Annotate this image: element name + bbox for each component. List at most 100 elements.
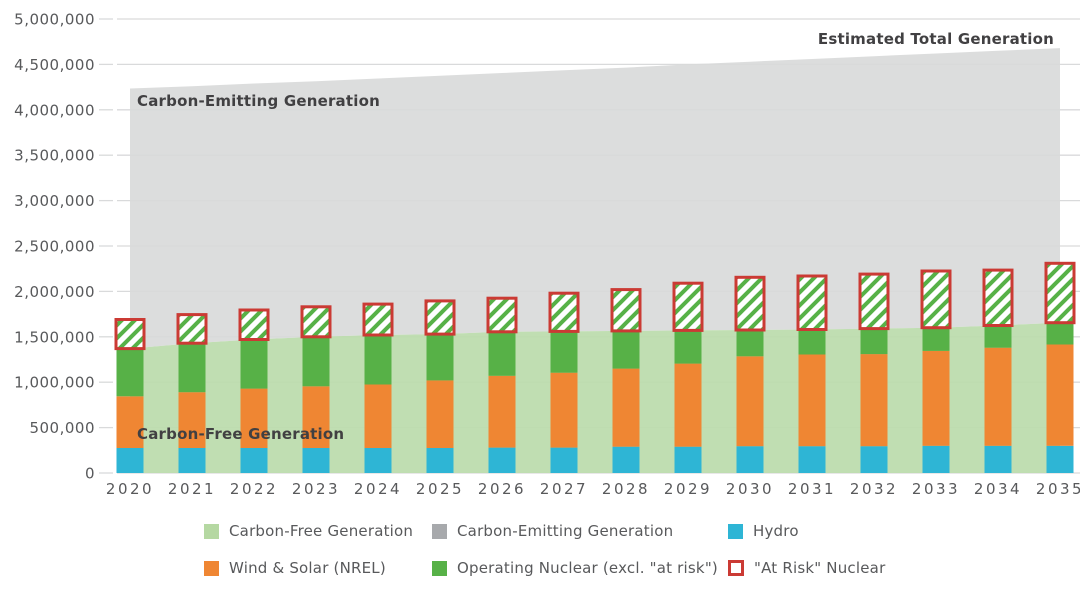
legend-item-hydro: Hydro — [728, 522, 799, 540]
y-axis-tick-label: 1,500,000 — [14, 328, 95, 346]
x-axis-year-label: 2022 — [230, 480, 278, 498]
bar-operating_nuclear-2025 — [426, 334, 454, 381]
y-axis-tick-label: 0 — [85, 465, 95, 483]
legend-item-wind-solar: Wind & Solar (NREL) — [204, 559, 386, 577]
legend-label: Hydro — [753, 522, 799, 540]
x-axis-year-label: 2034 — [974, 480, 1022, 498]
bar-hydro-2023 — [302, 448, 330, 473]
bar-group-2025 — [424, 299, 456, 473]
legend-item-at-risk-nuclear: "At Risk" Nuclear — [728, 559, 886, 577]
bar-wind_solar-2026 — [488, 375, 516, 448]
x-axis-year-label: 2031 — [788, 480, 836, 498]
bar-group-2031 — [796, 274, 828, 473]
at-risk-nuclear-box-2020 — [114, 318, 146, 351]
bar-operating_nuclear-2023 — [302, 336, 330, 387]
legend-label: Carbon-Emitting Generation — [457, 522, 674, 540]
carbon-free-area — [130, 322, 1060, 473]
x-axis-year-label: 2035 — [1036, 480, 1080, 498]
bar-group-2029 — [672, 281, 704, 473]
bar-group-2020 — [114, 318, 146, 473]
carbon-free-area-label: Carbon-Free Generation — [137, 425, 345, 443]
legend-label: Wind & Solar (NREL) — [229, 559, 386, 577]
x-axis-year-label: 2024 — [354, 480, 402, 498]
carbon-emitting-swatch — [432, 523, 447, 539]
bar-group-2033 — [920, 269, 952, 473]
legend-item-operating-nuclear: Operating Nuclear (excl. "at risk") — [432, 559, 718, 577]
bar-wind_solar-2023 — [302, 386, 330, 448]
x-axis-year-label: 2025 — [416, 480, 464, 498]
bar-hydro-2022 — [240, 448, 268, 473]
legend-item-carbon-free: Carbon-Free Generation — [204, 522, 414, 540]
at-risk-nuclear-box-2021 — [176, 313, 208, 345]
bar-operating_nuclear-2022 — [240, 339, 268, 389]
at-risk-nuclear-box-2022 — [238, 308, 270, 341]
x-axis-labels: 2020 2021 2022 2023 2024 2025 2026 2027 2028 2029… — [106, 480, 1080, 498]
bar-wind_solar-2024 — [364, 384, 392, 448]
at-risk-nuclear-box-2029 — [672, 281, 704, 332]
bar-group-2024 — [362, 302, 394, 473]
bar-wind_solar-2027 — [550, 372, 578, 448]
bar-hydro-2027 — [550, 447, 578, 473]
generation-chart-svg: 0 500,000 1,000,000 1,500,000 2,000,000 2,500… — [14, 11, 1080, 498]
operating-nuclear-swatch — [432, 560, 447, 576]
bar-group-2026 — [486, 296, 518, 473]
bar-hydro-2034 — [984, 445, 1012, 473]
at-risk-nuclear-box-2023 — [300, 305, 332, 339]
bar-operating_nuclear-2035 — [1046, 322, 1074, 345]
x-axis-year-label: 2029 — [664, 480, 712, 498]
x-axis-year-label: 2032 — [850, 480, 898, 498]
bar-hydro-2035 — [1046, 445, 1074, 473]
bar-hydro-2032 — [860, 446, 888, 473]
bar-hydro-2020 — [116, 448, 144, 473]
carbon-emitting-area — [130, 48, 1060, 349]
bar-operating_nuclear-2033 — [922, 327, 950, 351]
bar-wind_solar-2028 — [612, 368, 640, 447]
x-axis-year-label: 2026 — [478, 480, 526, 498]
bar-group-2023 — [300, 305, 332, 473]
x-axis-year-label: 2020 — [106, 480, 154, 498]
bar-group-2030 — [734, 275, 766, 473]
bar-group-2034 — [982, 268, 1014, 473]
bar-operating_nuclear-2026 — [488, 331, 516, 376]
at-risk-nuclear-box-2033 — [920, 269, 952, 330]
bar-hydro-2030 — [736, 446, 764, 473]
bar-wind_solar-2029 — [674, 363, 702, 447]
bar-operating_nuclear-2024 — [364, 335, 392, 385]
bar-wind_solar-2035 — [1046, 344, 1074, 446]
bar-operating_nuclear-2031 — [798, 329, 826, 355]
bar-wind_solar-2030 — [736, 356, 764, 447]
x-axis-year-label: 2023 — [292, 480, 340, 498]
y-axis-tick-label: 4,500,000 — [14, 56, 95, 74]
y-axis-tick-label: 500,000 — [29, 419, 95, 437]
y-axis-tick-label: 1,000,000 — [14, 374, 95, 392]
bar-operating_nuclear-2034 — [984, 325, 1012, 348]
bar-wind_solar-2025 — [426, 380, 454, 448]
bar-operating_nuclear-2032 — [860, 328, 888, 355]
bar-group-2021 — [176, 313, 208, 473]
bar-group-2027 — [548, 291, 580, 473]
bar-operating_nuclear-2028 — [612, 330, 640, 369]
y-axis-labels: 0 500,000 1,000,000 1,500,000 2,000,000 2,500… — [14, 11, 95, 483]
bar-operating_nuclear-2021 — [178, 343, 206, 393]
at-risk-nuclear-box-2031 — [796, 274, 828, 331]
bar-operating_nuclear-2029 — [674, 330, 702, 364]
at-risk-nuclear-box-2032 — [858, 272, 890, 331]
hydro-swatch — [728, 523, 743, 539]
at-risk-nuclear-box-2027 — [548, 291, 580, 333]
bar-operating_nuclear-2030 — [736, 330, 764, 357]
bar-wind_solar-2032 — [860, 354, 888, 447]
bar-wind_solar-2020 — [116, 396, 144, 448]
y-axis-tick-label: 4,000,000 — [14, 101, 95, 119]
bar-group-2035 — [1044, 261, 1076, 473]
bar-group-2032 — [858, 272, 890, 473]
bar-wind_solar-2021 — [178, 392, 206, 448]
legend-label: Carbon-Free Generation — [229, 522, 414, 540]
y-axis-tick-label: 3,500,000 — [14, 147, 95, 165]
wind-solar-swatch — [204, 560, 219, 576]
carbon-emitting-area-label: Carbon-Emitting Generation — [137, 92, 380, 110]
bar-wind_solar-2033 — [922, 350, 950, 446]
legend-label: "At Risk" Nuclear — [754, 559, 886, 577]
x-axis-year-label: 2028 — [602, 480, 650, 498]
bar-hydro-2033 — [922, 445, 950, 473]
bar-operating_nuclear-2027 — [550, 331, 578, 373]
